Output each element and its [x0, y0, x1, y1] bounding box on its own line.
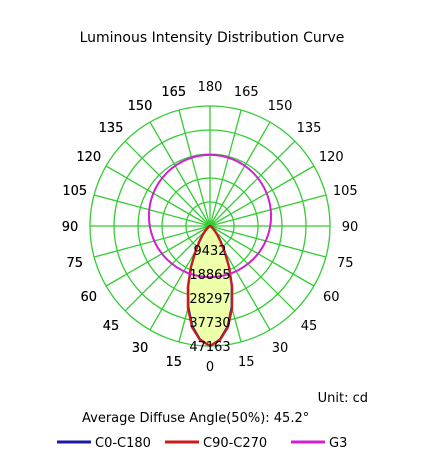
- grid-spoke: [178, 109, 211, 227]
- unit-label: Unit: cd: [318, 391, 368, 406]
- angle-label: 165: [234, 85, 259, 100]
- angle-label: 90: [62, 220, 79, 235]
- chart-title: Luminous Intensity Distribution Curve: [80, 30, 345, 46]
- angle-label: 120: [76, 150, 101, 165]
- angle-label: 165: [161, 85, 186, 100]
- angle-label: 15: [165, 355, 182, 370]
- radial-tick-label: 37730: [189, 316, 230, 331]
- grid-spoke: [124, 140, 211, 227]
- angle-label: 45: [103, 319, 120, 334]
- grid-spoke: [105, 165, 211, 227]
- radial-tick-label: 18865: [189, 268, 230, 283]
- angle-label: 15: [165, 355, 182, 370]
- angle-label: 135: [99, 121, 124, 136]
- grid-spoke: [209, 194, 327, 227]
- series-curve-g3: [147, 153, 273, 279]
- angle-label: 30: [272, 341, 289, 356]
- angle-label: 150: [128, 99, 153, 114]
- diffuse-angle-label: Average Diffuse Angle(50%): 45.2°: [82, 411, 309, 426]
- angle-label: 105: [62, 184, 87, 199]
- grid-spoke: [149, 121, 211, 227]
- angle-label: 60: [323, 290, 340, 305]
- angle-label: 90: [62, 220, 79, 235]
- legend-label: C0-C180: [95, 436, 151, 451]
- grid-spoke: [124, 225, 211, 312]
- angle-label: 180: [198, 80, 223, 95]
- angle-label: 75: [66, 256, 83, 271]
- angle-label: 90: [342, 220, 359, 235]
- grid-spoke: [209, 225, 327, 258]
- legend: C0-C180 C90-C270 G3: [57, 436, 347, 451]
- radial-tick-label: 47163: [189, 340, 230, 355]
- legend-label: G3: [329, 436, 347, 451]
- angle-label: 45: [103, 319, 120, 334]
- axis-labels: 0 15 30 45 60 75 90 105 120 135 150 165 180 165 150 135…: [62, 80, 359, 375]
- angle-label: 165: [161, 85, 186, 100]
- angle-label: 0: [206, 360, 214, 375]
- angle-label: 135: [297, 121, 322, 136]
- beam-fill: [188, 226, 232, 346]
- grid-spoke: [209, 140, 296, 227]
- angle-label: 120: [319, 150, 344, 165]
- angle-label: 45: [301, 319, 318, 334]
- grid-spoke: [93, 225, 211, 258]
- radial-tick-label: 9432: [193, 244, 226, 259]
- grid-spoke: [209, 225, 315, 287]
- angle-label: 150: [268, 99, 293, 114]
- grid-spoke: [105, 225, 211, 287]
- angle-label: 30: [132, 341, 149, 356]
- grid-spoke: [209, 225, 296, 312]
- angle-label: 60: [80, 290, 97, 305]
- angle-label: 75: [337, 256, 354, 271]
- angle-label: 30: [132, 341, 149, 356]
- series-curves: [147, 153, 273, 348]
- angle-label: 120: [76, 150, 101, 165]
- grid-spoke: [209, 109, 242, 227]
- legend-label: C90-C270: [203, 436, 267, 451]
- angle-label: 150: [128, 99, 153, 114]
- radial-tick-label: 28297: [189, 292, 230, 307]
- angle-label: 105: [62, 184, 87, 199]
- angle-label: 15: [238, 355, 255, 370]
- grid-spoke: [209, 121, 271, 227]
- angle-label: 60: [80, 290, 97, 305]
- grid-spoke: [93, 194, 211, 227]
- intensity-fill: [188, 226, 232, 346]
- angle-label: 75: [66, 256, 83, 271]
- angle-label: 135: [99, 121, 124, 136]
- angle-label: 105: [333, 184, 358, 199]
- grid-spoke: [209, 165, 315, 227]
